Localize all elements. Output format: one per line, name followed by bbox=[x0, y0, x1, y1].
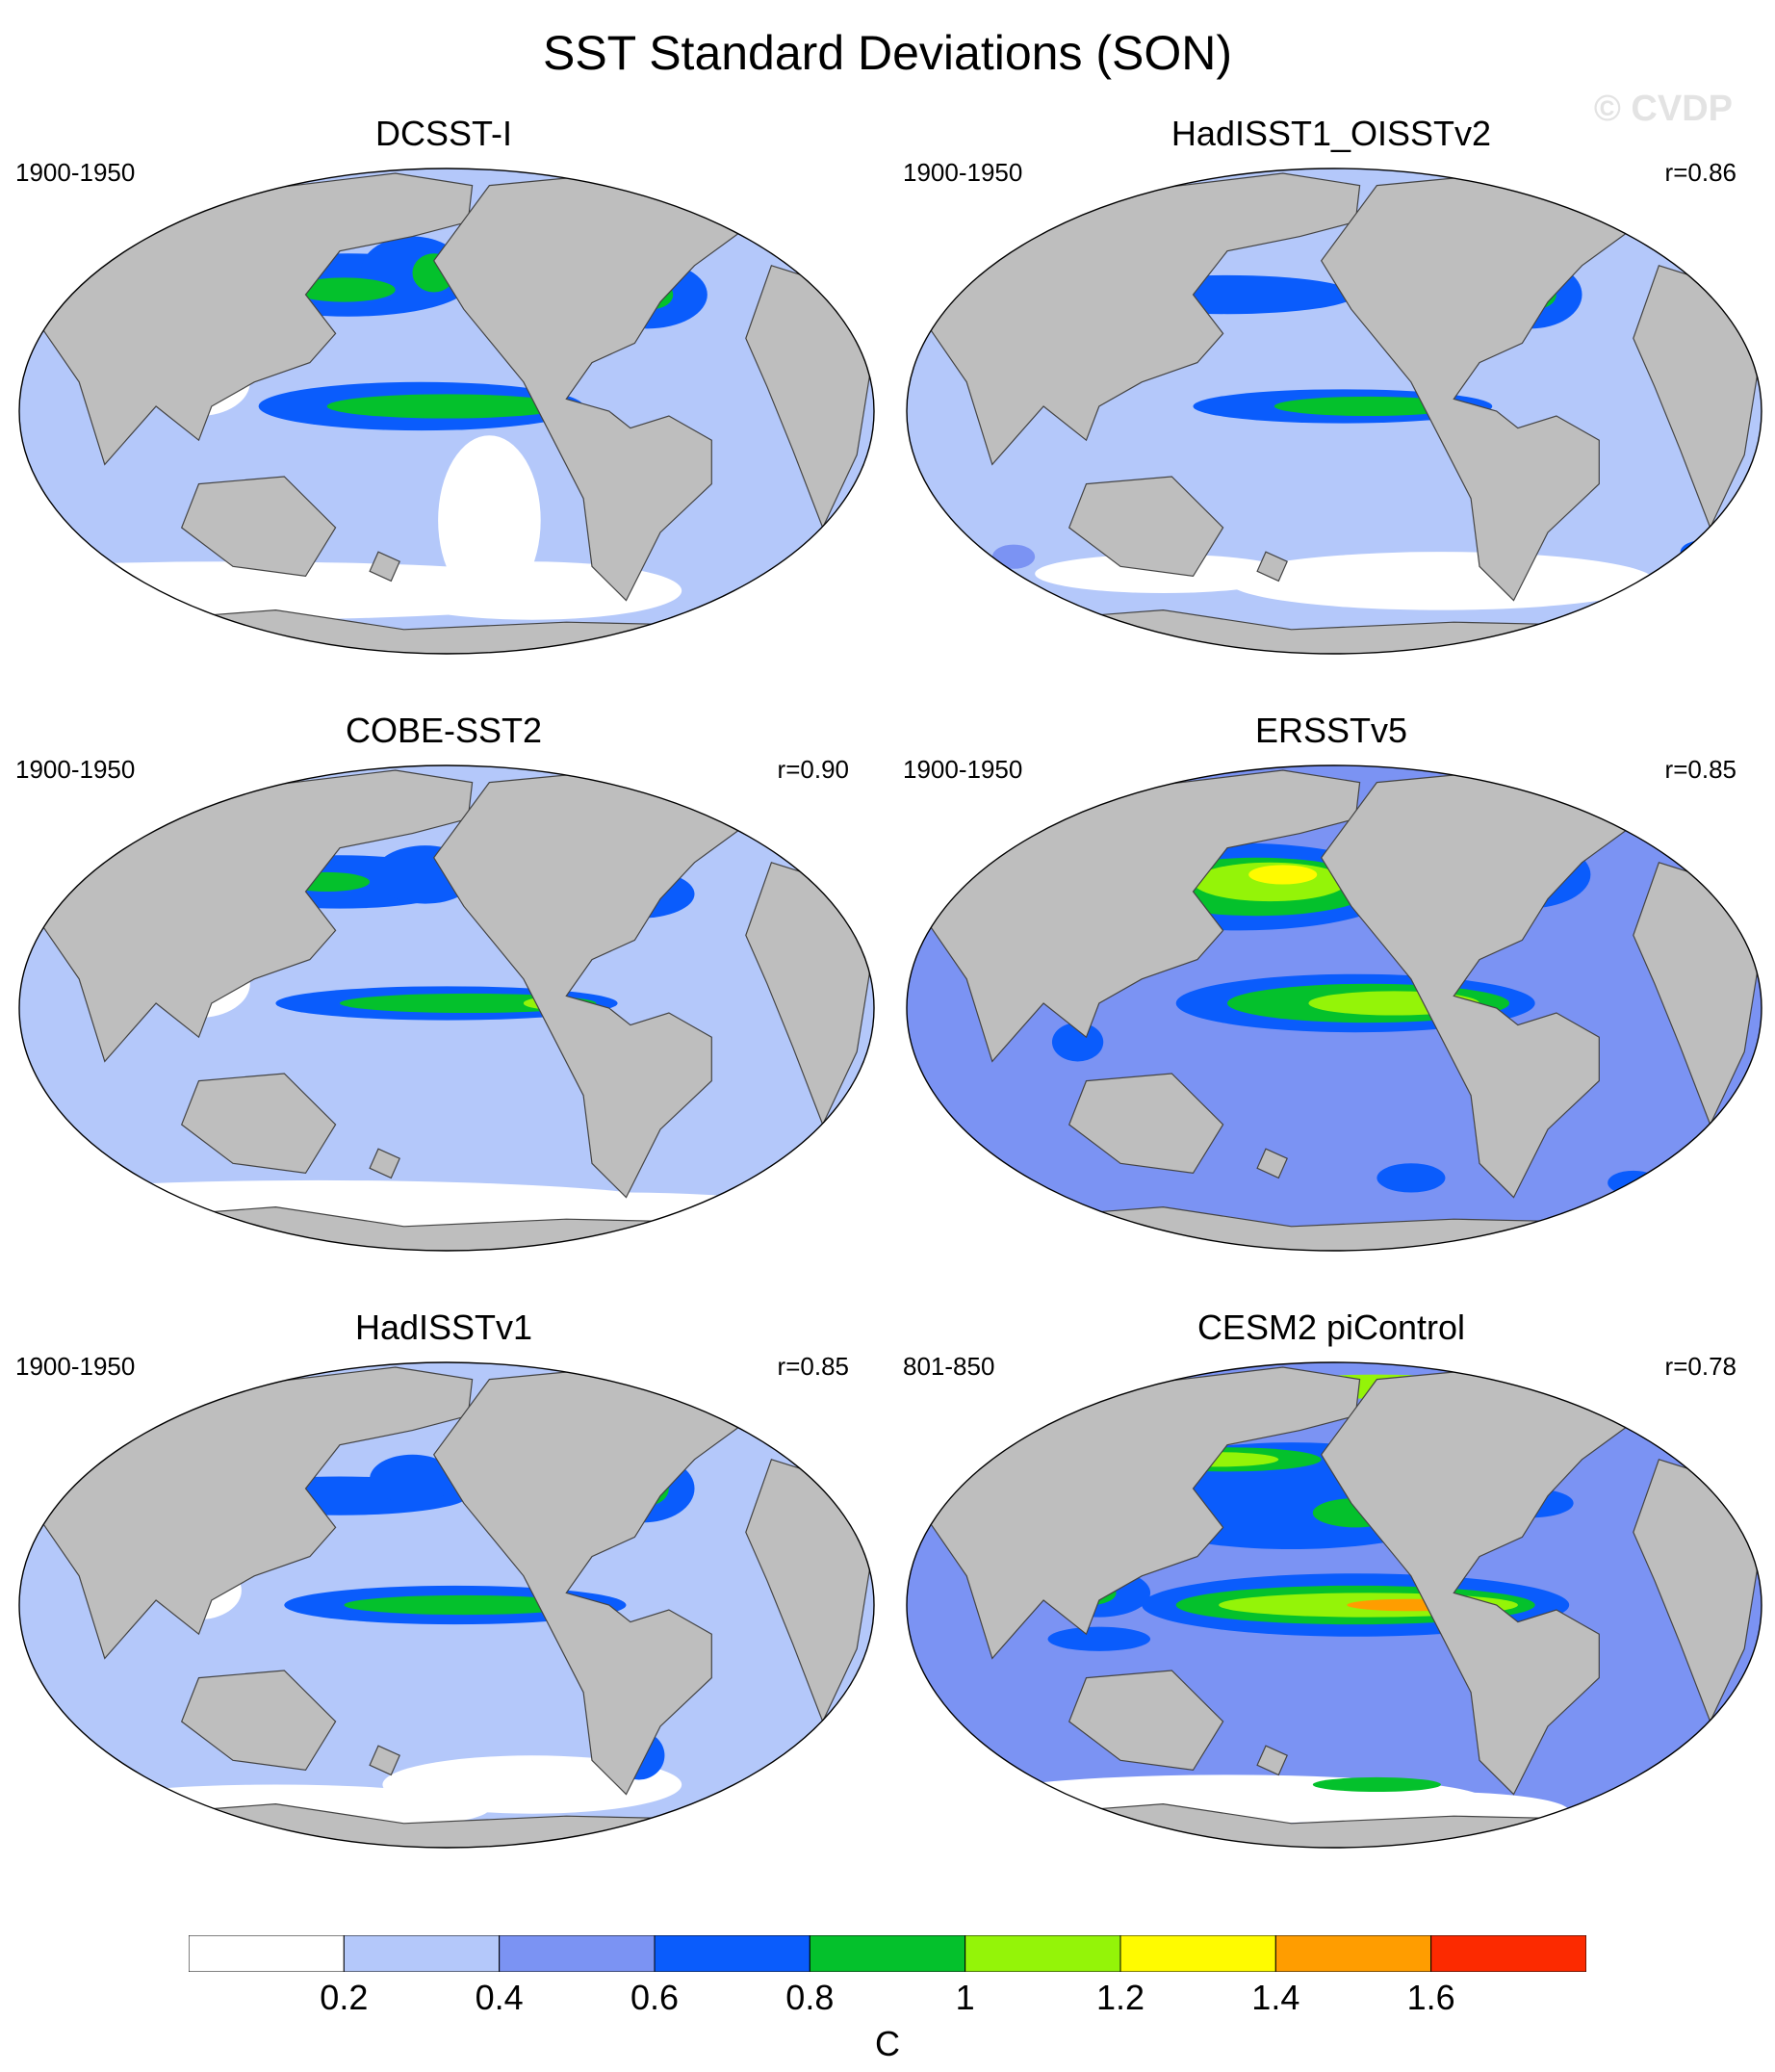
panel-title: HadISST1_OISSTv2 bbox=[1170, 114, 1492, 153]
panel-period: 1900-1950 bbox=[15, 755, 136, 784]
sst-anomaly-region bbox=[1047, 1626, 1151, 1651]
colorbar-swatch bbox=[343, 1935, 501, 1972]
map-projection bbox=[18, 764, 875, 1252]
land-australia bbox=[1068, 476, 1224, 578]
map-outline bbox=[18, 1361, 875, 1849]
sst-anomaly-region bbox=[293, 277, 396, 302]
sst-anomaly-region bbox=[70, 1765, 140, 1785]
panel-title: COBE-SST2 bbox=[345, 711, 543, 750]
colorbar-swatch bbox=[654, 1935, 810, 1972]
sst-anomaly-region bbox=[344, 1594, 584, 1616]
land-americas bbox=[432, 769, 756, 1199]
panel-correlation: r=0.78 bbox=[1664, 1352, 1736, 1381]
land-nz bbox=[369, 551, 400, 583]
colorbar-tick-label: 1.4 bbox=[1251, 1978, 1300, 2017]
land-nz bbox=[369, 1148, 400, 1179]
map-outline bbox=[906, 1361, 1762, 1849]
map-panel: ERSSTv5 1900-1950 r=0.85 bbox=[888, 711, 1775, 1308]
map-outline bbox=[18, 168, 875, 655]
land-nz bbox=[1256, 551, 1288, 583]
land-americas bbox=[432, 172, 756, 602]
land-americas bbox=[1320, 1366, 1643, 1796]
colorbar-units: C bbox=[875, 2024, 900, 2063]
land-australia bbox=[1068, 1073, 1224, 1175]
panel-correlation: r=0.85 bbox=[1664, 755, 1736, 784]
map-projection bbox=[906, 168, 1762, 655]
sst-anomaly-region bbox=[1680, 539, 1732, 564]
sst-anomaly-region bbox=[1227, 552, 1655, 610]
sst-anomaly-region bbox=[370, 1454, 455, 1504]
sst-anomaly-region bbox=[438, 435, 541, 606]
sst-anomaly-region bbox=[1035, 554, 1292, 593]
sst-anomaly-region bbox=[1248, 865, 1318, 885]
sst-anomaly-region bbox=[923, 1163, 976, 1193]
colorbar-tick-label: 0.6 bbox=[630, 1978, 680, 2017]
colorbar-tick-label: 0.4 bbox=[475, 1978, 524, 2017]
land-americas bbox=[1320, 769, 1643, 1199]
panel-period: 1900-1950 bbox=[15, 158, 136, 187]
land-australia bbox=[180, 1670, 337, 1772]
panel-title: HadISSTv1 bbox=[354, 1308, 533, 1347]
panel-period: 801-850 bbox=[903, 1352, 995, 1381]
colorbar-tick-label: 1.2 bbox=[1095, 1978, 1145, 2017]
map-projection bbox=[18, 1361, 875, 1849]
sst-anomaly-region bbox=[1273, 396, 1463, 417]
map-panel: HadISSTv1 1900-1950 r=0.85 bbox=[0, 1308, 888, 1904]
map-projection bbox=[906, 1361, 1762, 1849]
colorbar bbox=[189, 1935, 1586, 1972]
map-panel: CESM2 piControl 801-850 r=0.78 bbox=[888, 1308, 1775, 1904]
land-australia bbox=[1068, 1670, 1224, 1772]
colorbar-tick-label: 1.6 bbox=[1406, 1978, 1455, 2017]
map-projection bbox=[906, 764, 1762, 1252]
map-panel: HadISST1_OISSTv2 1900-1950 r=0.86 bbox=[888, 114, 1775, 711]
colorbar-swatch bbox=[1119, 1935, 1276, 1972]
colorbar-tick-label: 1 bbox=[955, 1978, 975, 2017]
figure-title: SST Standard Deviations (SON) bbox=[542, 26, 1233, 80]
map-panel: COBE-SST2 1900-1950 r=0.90 bbox=[0, 711, 888, 1308]
panel-period: 1900-1950 bbox=[903, 158, 1023, 187]
colorbar-swatch bbox=[809, 1935, 966, 1972]
sst-anomaly-region bbox=[780, 1765, 832, 1785]
map-projection bbox=[18, 168, 875, 655]
panel-period: 1900-1950 bbox=[903, 755, 1023, 784]
land-nz bbox=[369, 1745, 400, 1776]
land-nz bbox=[1256, 1148, 1288, 1179]
colorbar-tick-label: 0.8 bbox=[785, 1978, 835, 2017]
colorbar-swatch bbox=[1274, 1935, 1432, 1972]
sst-anomaly-region bbox=[991, 544, 1036, 569]
land-australia bbox=[180, 1073, 337, 1175]
panel-title: CESM2 piControl bbox=[1196, 1308, 1466, 1347]
land-americas bbox=[432, 1366, 756, 1796]
map-outline bbox=[18, 764, 875, 1252]
colorbar-swatch bbox=[499, 1935, 656, 1972]
panel-title: DCSST-I bbox=[374, 114, 512, 153]
sst-anomaly-region bbox=[1685, 1168, 1736, 1198]
panel-period: 1900-1950 bbox=[15, 1352, 136, 1381]
colorbar-tick-label: 0.2 bbox=[320, 1978, 369, 2017]
land-australia bbox=[180, 476, 337, 578]
colorbar-swatch bbox=[189, 1935, 345, 1972]
sst-anomaly-region bbox=[1312, 1776, 1441, 1793]
map-outline bbox=[906, 764, 1762, 1252]
map-outline bbox=[906, 168, 1762, 655]
colorbar-swatch bbox=[1430, 1935, 1586, 1972]
sst-anomaly-region bbox=[1590, 1372, 1659, 1412]
land-americas bbox=[1320, 172, 1643, 602]
sst-anomaly-region bbox=[340, 993, 597, 1014]
land-nz bbox=[1256, 1745, 1288, 1776]
panel-correlation: r=0.85 bbox=[777, 1352, 849, 1381]
watermark-text: © CVDP bbox=[1593, 89, 1733, 129]
panel-title: ERSSTv5 bbox=[1254, 711, 1408, 750]
colorbar-swatch bbox=[965, 1935, 1121, 1972]
panel-correlation: r=0.86 bbox=[1664, 158, 1736, 187]
panel-correlation: r=0.90 bbox=[777, 755, 849, 784]
sst-anomaly-region bbox=[1376, 1163, 1446, 1193]
sst-anomaly-region bbox=[326, 394, 567, 419]
sst-anomaly-region bbox=[1051, 1023, 1104, 1062]
map-panel: DCSST-I 1900-1950 bbox=[0, 114, 888, 711]
